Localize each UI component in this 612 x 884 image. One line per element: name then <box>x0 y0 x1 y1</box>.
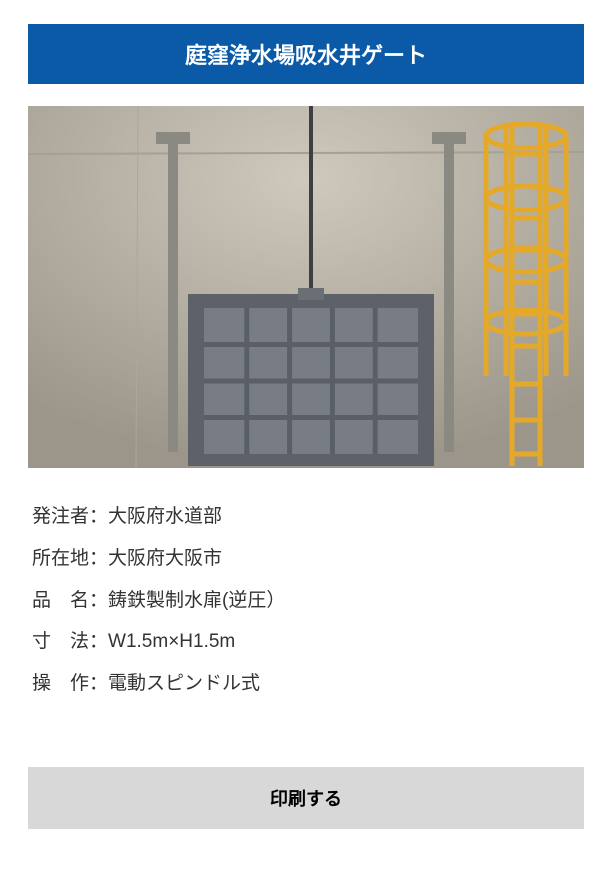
product-image-svg <box>28 106 584 468</box>
spec-separator: ： <box>89 621 108 663</box>
print-button-label: 印刷する <box>270 789 342 809</box>
spec-value: W1.5m×H1.5m <box>108 621 235 663</box>
spec-value: 大阪府水道部 <box>108 496 222 538</box>
spec-row: 発注者 ： 大阪府水道部 <box>32 496 580 538</box>
spec-label: 所在地 <box>32 538 89 580</box>
page-title-bar: 庭窪浄水場吸水井ゲート <box>28 24 584 84</box>
spec-separator: ： <box>89 663 108 705</box>
spec-row: 操 作 ： 電動スピンドル式 <box>32 663 580 705</box>
spec-label: 品 名 <box>32 580 89 622</box>
product-image <box>28 106 584 468</box>
spec-value: 大阪府大阪市 <box>108 538 222 580</box>
spec-value: 電動スピンドル式 <box>108 663 260 705</box>
spec-label: 発注者 <box>32 496 89 538</box>
print-button[interactable]: 印刷する <box>28 767 584 829</box>
spec-separator: ： <box>89 580 108 622</box>
spec-label: 寸 法 <box>32 621 89 663</box>
spec-separator: ： <box>89 538 108 580</box>
spec-separator: ： <box>89 496 108 538</box>
spec-label: 操 作 <box>32 663 89 705</box>
spec-row: 品 名 ： 鋳鉄製制水扉(逆圧） <box>32 580 580 622</box>
spec-row: 所在地 ： 大阪府大阪市 <box>32 538 580 580</box>
spec-list: 発注者 ： 大阪府水道部 所在地 ： 大阪府大阪市 品 名 ： 鋳鉄製制水扉(逆… <box>28 496 584 705</box>
page-title-text: 庭窪浄水場吸水井ゲート <box>185 43 427 68</box>
spec-row: 寸 法 ： W1.5m×H1.5m <box>32 621 580 663</box>
spec-value: 鋳鉄製制水扉(逆圧） <box>108 580 285 622</box>
